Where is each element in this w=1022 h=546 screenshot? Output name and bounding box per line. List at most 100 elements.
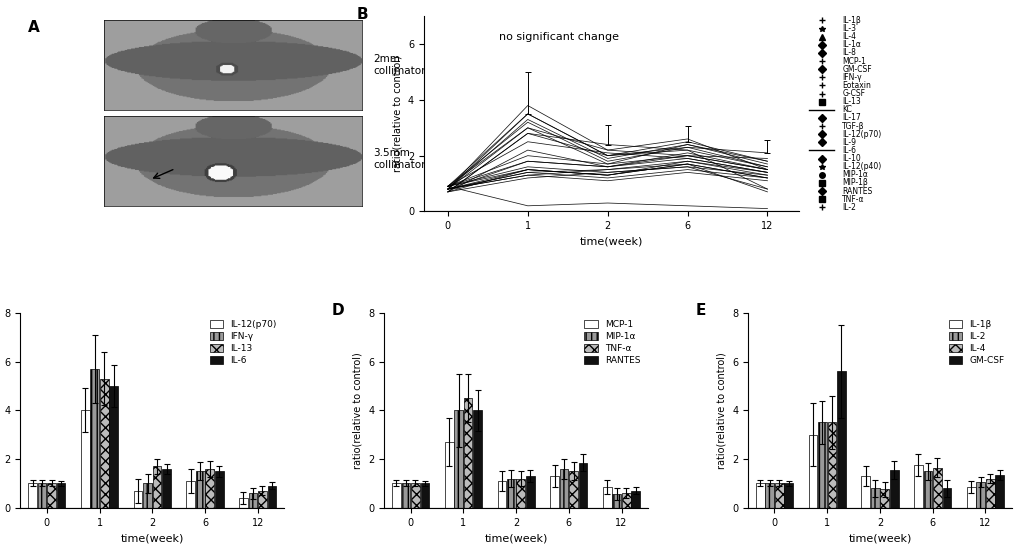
X-axis label: time(week): time(week) xyxy=(121,533,184,543)
Text: IL-2: IL-2 xyxy=(842,203,856,212)
Bar xyxy=(239,498,248,508)
Bar xyxy=(976,482,985,508)
Bar xyxy=(268,486,276,508)
Bar xyxy=(134,491,142,508)
Text: D: D xyxy=(331,303,344,318)
Text: IL-13: IL-13 xyxy=(842,97,862,106)
Bar xyxy=(578,462,588,508)
X-axis label: time(week): time(week) xyxy=(579,236,643,247)
Bar xyxy=(924,471,932,508)
Bar xyxy=(516,478,525,508)
Bar xyxy=(143,483,152,508)
Text: KC: KC xyxy=(842,105,852,114)
Text: TNF-α: TNF-α xyxy=(842,195,865,204)
Bar xyxy=(837,371,846,508)
Legend: MCP-1, MIP-1α, TNF-α, RANTES: MCP-1, MIP-1α, TNF-α, RANTES xyxy=(582,317,644,367)
Text: collimator: collimator xyxy=(373,159,426,170)
Text: E: E xyxy=(695,303,706,318)
Bar xyxy=(411,483,420,508)
Text: GM-CSF: GM-CSF xyxy=(842,64,872,74)
Text: 2mm: 2mm xyxy=(373,54,400,64)
Bar xyxy=(914,465,923,508)
Bar xyxy=(756,483,764,508)
Bar xyxy=(862,476,870,508)
Bar xyxy=(880,490,889,508)
Y-axis label: ratio(relative to control): ratio(relative to control) xyxy=(392,56,403,172)
Bar xyxy=(186,481,195,508)
Text: IL-1α: IL-1α xyxy=(842,40,862,49)
Bar xyxy=(569,471,578,508)
X-axis label: time(week): time(week) xyxy=(484,533,548,543)
Bar xyxy=(507,478,516,508)
Text: IL-12(p40): IL-12(p40) xyxy=(842,162,882,171)
Bar xyxy=(81,410,90,508)
Text: 3.5mm: 3.5mm xyxy=(373,148,410,158)
Text: IL-8: IL-8 xyxy=(842,49,856,57)
Bar xyxy=(818,423,827,508)
Bar xyxy=(603,487,612,508)
Text: IFN-γ: IFN-γ xyxy=(842,73,862,82)
Bar xyxy=(205,469,215,508)
Text: collimator: collimator xyxy=(373,66,426,76)
Bar xyxy=(162,469,171,508)
Bar xyxy=(890,470,898,508)
Y-axis label: ratio(relative to control): ratio(relative to control) xyxy=(716,352,727,468)
Bar xyxy=(526,476,535,508)
Text: IL-1β: IL-1β xyxy=(842,16,862,25)
Bar xyxy=(612,494,621,508)
Bar xyxy=(871,488,880,508)
Text: G-CSF: G-CSF xyxy=(842,89,866,98)
Bar xyxy=(109,386,119,508)
Text: IL-3: IL-3 xyxy=(842,24,856,33)
Bar xyxy=(248,493,258,508)
Text: A: A xyxy=(28,20,40,35)
Bar xyxy=(100,378,108,508)
Text: RANTES: RANTES xyxy=(842,187,873,195)
Y-axis label: ratio(relative to control): ratio(relative to control) xyxy=(353,352,363,468)
Text: B: B xyxy=(357,7,368,22)
Bar xyxy=(986,478,994,508)
Bar xyxy=(765,483,774,508)
Bar xyxy=(454,410,463,508)
Text: MIP-1β: MIP-1β xyxy=(842,179,868,187)
Text: IL-17: IL-17 xyxy=(842,114,862,122)
Bar xyxy=(47,483,56,508)
Bar xyxy=(942,488,951,508)
Bar xyxy=(392,483,401,508)
Bar xyxy=(402,483,410,508)
Bar xyxy=(29,483,37,508)
Bar xyxy=(215,471,224,508)
Text: IL-9: IL-9 xyxy=(842,138,856,147)
Text: Eotaxin: Eotaxin xyxy=(842,81,872,90)
Text: MIP-1α: MIP-1α xyxy=(842,170,869,179)
Bar xyxy=(56,483,65,508)
Bar xyxy=(967,487,976,508)
Text: TGF-β: TGF-β xyxy=(842,122,865,130)
Bar xyxy=(445,442,454,508)
Legend: IL-1β, IL-2, IL-4, GM-CSF: IL-1β, IL-2, IL-4, GM-CSF xyxy=(946,317,1008,367)
Bar xyxy=(808,435,818,508)
Bar xyxy=(196,471,204,508)
Bar xyxy=(259,491,267,508)
Bar xyxy=(995,475,1004,508)
Bar xyxy=(632,491,640,508)
Bar xyxy=(828,423,836,508)
Text: IL-10: IL-10 xyxy=(842,154,862,163)
Bar xyxy=(420,483,429,508)
Text: no significant change: no significant change xyxy=(499,32,619,42)
Text: IL-12(p70): IL-12(p70) xyxy=(842,130,882,139)
Bar xyxy=(784,483,793,508)
Text: IL-4: IL-4 xyxy=(842,32,856,41)
Bar xyxy=(38,483,46,508)
Text: MCP-1: MCP-1 xyxy=(842,57,867,66)
Bar xyxy=(775,483,784,508)
Bar xyxy=(550,476,559,508)
X-axis label: time(week): time(week) xyxy=(848,533,912,543)
Bar xyxy=(622,493,631,508)
Bar xyxy=(560,469,568,508)
Bar xyxy=(473,410,482,508)
Bar xyxy=(498,481,506,508)
Text: IL-6: IL-6 xyxy=(842,146,856,155)
Bar xyxy=(152,466,161,508)
Bar xyxy=(933,467,942,508)
